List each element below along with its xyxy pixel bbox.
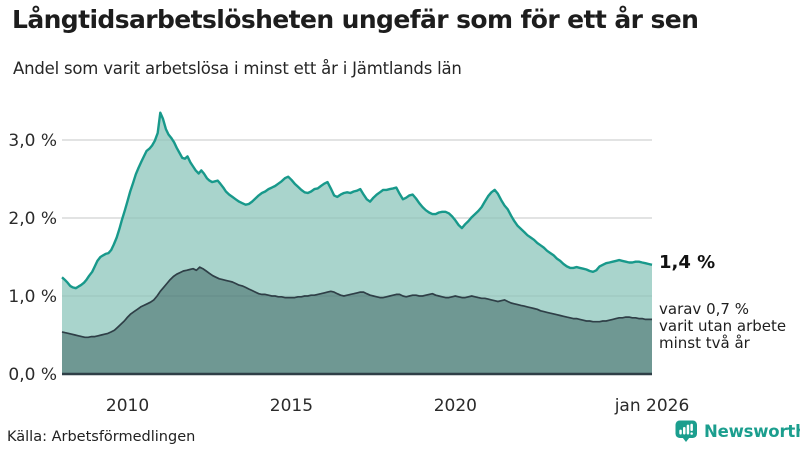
series-total-area <box>62 112 652 374</box>
brand-name: Newsworthy <box>704 422 800 441</box>
series-total-line <box>61 111 653 290</box>
gridlines-overlay <box>62 139 652 297</box>
series-two-year-area <box>62 267 652 374</box>
annotation-line-2: varit utan arbete <box>659 317 787 335</box>
two-year-annotation: varav 0,7 % varit utan arbete minst två … <box>659 301 786 352</box>
annotation-line-3: minst två år <box>659 334 750 352</box>
svg-text:2,0 %: 2,0 % <box>8 209 57 229</box>
newsworthy-logo[interactable]: Newsworthy <box>675 420 800 443</box>
x-tick-labels: 2010 2015 2020 jan 2026 <box>106 396 689 416</box>
latest-value-label: 1,4 % <box>659 252 716 273</box>
gridlines <box>62 139 652 297</box>
svg-text:2015: 2015 <box>270 396 313 416</box>
source-label: Källa: Arbetsförmedlingen <box>7 429 196 445</box>
svg-text:1,0 %: 1,0 % <box>8 287 57 307</box>
page-title: Långtidsarbetslösheten ungefär som för e… <box>12 5 699 34</box>
svg-text:3,0 %: 3,0 % <box>8 131 57 151</box>
svg-text:jan 2026: jan 2026 <box>614 396 690 416</box>
page-subtitle: Andel som varit arbetslösa i minst ett å… <box>13 59 462 78</box>
newsworthy-icon <box>675 420 697 442</box>
svg-text:2020: 2020 <box>434 396 477 416</box>
svg-text:2010: 2010 <box>106 396 149 416</box>
series-two-year-line <box>61 266 652 339</box>
y-tick-labels: 0,0 % 1,0 % 2,0 % 3,0 % <box>8 131 57 385</box>
annotation-line-1: varav 0,7 % <box>659 300 749 318</box>
svg-text:0,0 %: 0,0 % <box>8 365 57 385</box>
